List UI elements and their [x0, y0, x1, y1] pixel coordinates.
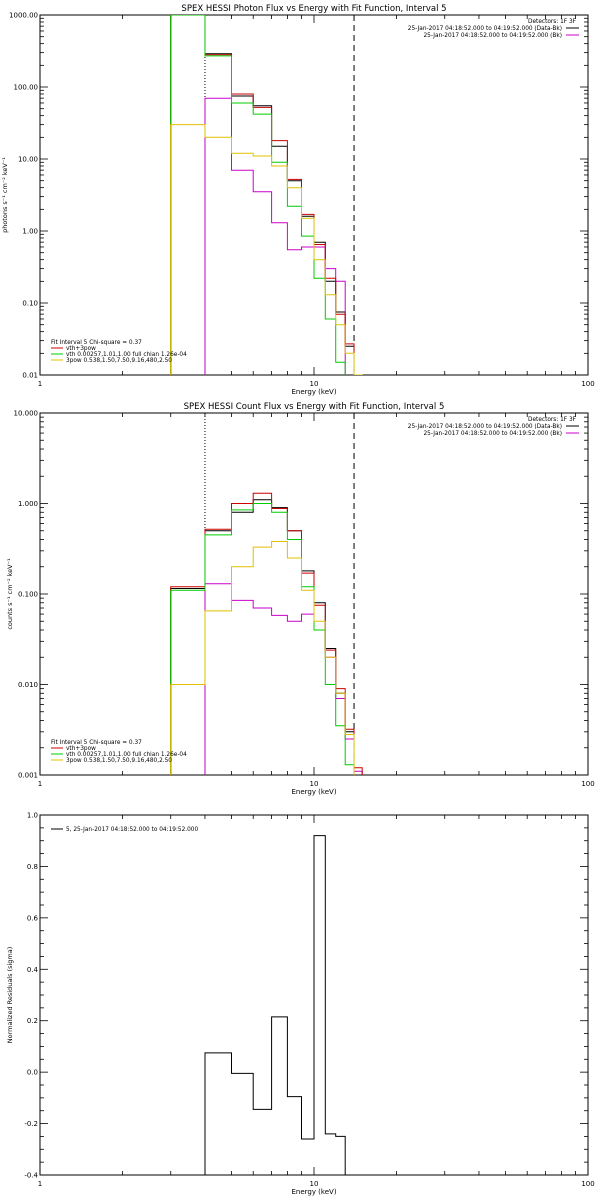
x-tick-label: 100	[581, 780, 594, 788]
legend-entry: 5, 25-Jan-2017 04:18:52.000 to 04:19:52.…	[66, 827, 198, 833]
series-line-data-bk	[170, 499, 355, 775]
series-line-vth	[170, 503, 355, 775]
legend-entry: vth 0.00257,1.01,1.00 full chian 1.26e-0…	[66, 352, 187, 358]
y-tick-label: 1000.00	[9, 12, 38, 20]
info-text: 25-Jan-2017 04:18:52.000 to 04:19:52.000…	[423, 33, 562, 39]
data-area	[170, 413, 363, 775]
series-line-vth-3pow	[170, 492, 363, 775]
x-tick-label: 1	[38, 1180, 42, 1188]
x-axis-label: Energy (keV)	[291, 788, 336, 796]
x-tick-label: 1	[38, 380, 42, 388]
chart-title: SPEX HESSI Photon Flux vs Energy with Fi…	[181, 4, 446, 14]
chart-panel-2: SPEX HESSI Count Flux vs Energy with Fit…	[6, 402, 595, 796]
plot-frame	[39, 14, 589, 376]
x-tick-label: 1	[38, 780, 42, 788]
series-line-bk	[204, 97, 346, 375]
x-tick-label: 10	[310, 1180, 319, 1188]
y-tick-label: 10.000	[14, 410, 39, 418]
y-axis-label: counts s⁻¹ cm⁻² keV⁻¹	[6, 558, 14, 630]
legend-entry: vth+3pow	[66, 346, 96, 352]
series-line-data-bk	[170, 15, 355, 375]
series-line-vth	[170, 15, 346, 375]
y-tick-label: 0.001	[18, 772, 38, 780]
y-tick-label: 0.100	[18, 591, 38, 599]
y-tick-label: 1.00	[22, 228, 38, 236]
series-line-3pow	[170, 124, 363, 375]
y-tick-label: 0.8	[27, 863, 38, 871]
y-tick-label: 100.00	[14, 84, 39, 92]
legend-entry: vth 0.00257,1.01,1.00 full chian 1.26e-0…	[66, 752, 187, 758]
y-tick-label: 0.10	[22, 300, 38, 308]
x-tick-label: 10	[310, 780, 319, 788]
y-tick-label: 1.0	[27, 812, 38, 820]
legend-entry: 3pow 0.538,1.50,7.50,9.16,480,2.50	[66, 758, 172, 764]
y-axis-label: Normalized Residuals (sigma)	[6, 947, 14, 1044]
x-axis-label: Energy (keV)	[291, 388, 336, 396]
y-axis-label: photons s⁻¹ cm⁻² keV⁻¹	[1, 157, 9, 233]
y-tick-label: 0.6	[27, 914, 39, 922]
y-tick-label: 1.000	[18, 500, 38, 508]
chart-panel-1: SPEX HESSI Photon Flux vs Energy with Fi…	[1, 4, 595, 396]
legend-header: Fit Interval 5 Chi-square = 0.37	[51, 740, 142, 746]
series-line-5-25-jan-2017-04-18-52-000-to-04-19-52-000	[204, 835, 346, 1175]
y-tick-label: 0.4	[27, 966, 39, 974]
y-tick-label: 0.2	[27, 1017, 38, 1025]
x-axis-label: Energy (keV)	[291, 1188, 336, 1196]
data-area	[204, 835, 346, 1175]
series-line-bk	[204, 583, 363, 775]
y-tick-label: 10.00	[18, 156, 38, 164]
info-text: Detectors: 1F 3F	[528, 19, 576, 25]
legend-entry: 3pow 0.538,1.50,7.50,9.16,480,2.50	[66, 358, 172, 364]
chart-panel-3: 1 10 100 Energy (keV) -0.4 -0.2 0.0 0.2 0.4 0.6 0.…	[6, 812, 595, 1197]
data-area	[170, 15, 363, 375]
y-tick-label: 0.0	[27, 1069, 38, 1077]
x-tick-label: 10	[310, 380, 319, 388]
series-line-vth-3pow	[170, 15, 363, 375]
info-text: Detectors: 1F 3F	[528, 417, 576, 423]
x-tick-label: 100	[581, 1180, 594, 1188]
legend-entry: vth+3pow	[66, 746, 96, 752]
y-tick-label: -0.2	[24, 1120, 38, 1128]
info-text: 25-Jan-2017 04:18:52.000 to 04:19:52.000…	[423, 431, 562, 437]
legend-header: Fit Interval 5 Chi-square = 0.37	[51, 340, 142, 346]
series-line-3pow	[170, 541, 355, 775]
info-text: 25-Jan-2017 04:18:52.000 to 04:19:52.000…	[408, 424, 562, 430]
y-tick-label: 0.01	[22, 372, 38, 380]
y-tick-label: -0.4	[24, 1172, 38, 1180]
x-tick-label: 100	[581, 380, 594, 388]
info-text: 25-Jan-2017 04:18:52.000 to 04:19:52.000…	[408, 26, 562, 32]
y-tick-label: 0.010	[18, 681, 38, 689]
chart-title: SPEX HESSI Count Flux vs Energy with Fit…	[184, 402, 445, 412]
